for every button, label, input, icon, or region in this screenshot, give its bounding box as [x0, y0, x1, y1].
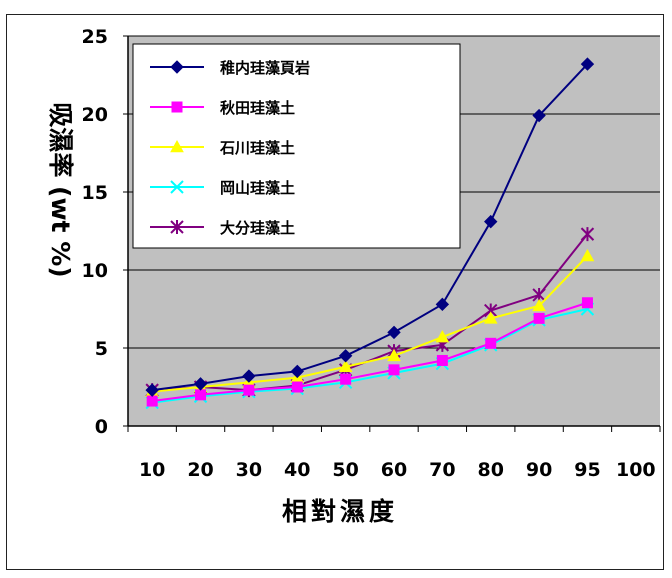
data-point: [533, 312, 545, 324]
x-tick-label: 10: [139, 459, 165, 481]
legend-item: 稚内珪藻頁岩: [150, 59, 310, 77]
data-point: [532, 108, 546, 123]
x-tick-label: 60: [381, 459, 407, 481]
y-tick-labels: 0 5 10 15 20 25: [82, 26, 108, 438]
x-tick-label: 30: [236, 459, 262, 481]
axes: [127, 36, 661, 432]
legend-item: 石川珪藻土: [150, 139, 295, 157]
data-point: [291, 381, 303, 393]
data-point: [146, 395, 158, 407]
series-2: [146, 297, 593, 407]
series-1: [145, 57, 595, 397]
y-axis-title: 吸濕率 (wt %): [46, 102, 75, 277]
legend-label: 秋田珪藻土: [220, 99, 295, 117]
x-tick-label: 70: [429, 459, 455, 481]
series-line: [152, 301, 588, 403]
y-tick-label: 5: [95, 338, 108, 360]
data-point: [145, 383, 159, 397]
legend-marker: [170, 180, 184, 194]
x-tick-label: 90: [526, 459, 552, 481]
legend-marker: [170, 60, 184, 74]
data-point: [338, 349, 353, 363]
data-point: [195, 389, 207, 401]
legend-label: 岡山珪藻土: [220, 179, 295, 197]
data-point: [580, 57, 595, 71]
legend-item: 秋田珪藻土: [150, 99, 295, 117]
data-point: [485, 337, 497, 349]
legend-marker: [170, 139, 184, 153]
legend-label: 大分珪藻土: [220, 219, 295, 237]
legend-marker: [171, 101, 183, 113]
legend-item: 岡山珪藻土: [150, 179, 295, 197]
data-point: [581, 297, 593, 309]
legend-label: 稚内珪藻頁岩: [220, 59, 310, 77]
series-line: [152, 255, 589, 393]
data-point: [580, 227, 595, 242]
legend-marker: [170, 220, 184, 234]
data-point: [388, 364, 400, 376]
data-point: [387, 325, 401, 340]
x-axis-title: 相對濕度: [282, 497, 398, 526]
data-point: [290, 364, 304, 379]
series-group: [145, 57, 595, 410]
x-tick-label: 95: [574, 459, 600, 481]
data-point: [436, 354, 448, 366]
x-tick-labels: 10 20 30 40 50 60 70 80 90 95 100: [139, 459, 656, 481]
x-tick-label: 50: [332, 459, 358, 481]
legend-label: 石川珪藻土: [219, 139, 295, 157]
data-point: [435, 297, 450, 312]
series-line: [152, 308, 588, 404]
data-point: [387, 348, 401, 362]
data-point: [243, 384, 255, 396]
data-point: [340, 373, 352, 385]
data-point: [532, 298, 546, 312]
x-tick-label: 40: [284, 459, 310, 481]
data-point: [483, 311, 498, 324]
data-point: [338, 359, 353, 373]
x-tick-label: 100: [616, 459, 656, 481]
x-tick-label: 20: [187, 459, 213, 481]
legend-item: 大分珪藻土: [150, 219, 295, 237]
series-line: [152, 63, 589, 392]
y-tick-label: 15: [82, 182, 108, 204]
y-tick-label: 0: [95, 416, 108, 438]
data-point: [580, 248, 595, 262]
x-tick-label: 80: [478, 459, 504, 481]
y-tick-label: 10: [82, 260, 108, 282]
data-point: [484, 214, 498, 229]
y-tick-label: 25: [82, 26, 108, 48]
data-point: [193, 377, 208, 391]
data-point: [242, 369, 256, 383]
y-tick-label: 20: [82, 104, 108, 126]
data-point: [435, 330, 450, 343]
